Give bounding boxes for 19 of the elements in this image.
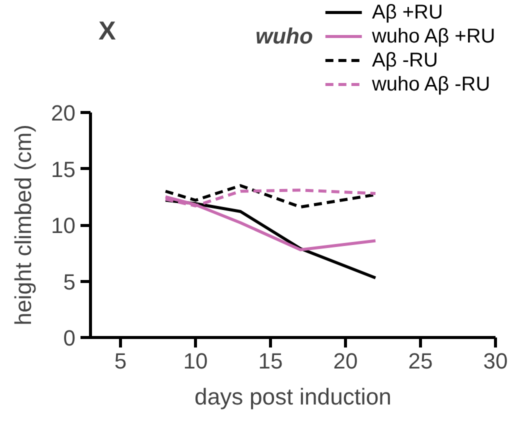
x-tick-label: 20 bbox=[333, 348, 358, 374]
y-axis-title: height climbed (cm) bbox=[10, 124, 36, 326]
x-tick-label: 5 bbox=[114, 348, 127, 374]
y-tick-label: 10 bbox=[51, 213, 76, 238]
x-tick-label: 15 bbox=[258, 348, 283, 374]
y-tick-label: 0 bbox=[63, 326, 76, 350]
x-axis-title: days post induction bbox=[194, 384, 392, 410]
legend-label: Aβ +RU bbox=[372, 2, 443, 24]
y-tick-label: 5 bbox=[63, 269, 76, 294]
legend-label: Aβ -RU bbox=[372, 50, 438, 72]
chart-title: wuho bbox=[256, 24, 313, 48]
y-tick-label: 20 bbox=[51, 100, 76, 126]
y-tick-label: 15 bbox=[51, 156, 76, 182]
x-tick-label: 10 bbox=[183, 348, 208, 374]
x-tick-label: 30 bbox=[483, 348, 508, 374]
legend-label: wuho Aβ +RU bbox=[370, 26, 496, 48]
legend-label: wuho Aβ -RU bbox=[370, 74, 490, 96]
x-tick-label: 25 bbox=[408, 348, 433, 374]
text: X bbox=[98, 16, 116, 46]
